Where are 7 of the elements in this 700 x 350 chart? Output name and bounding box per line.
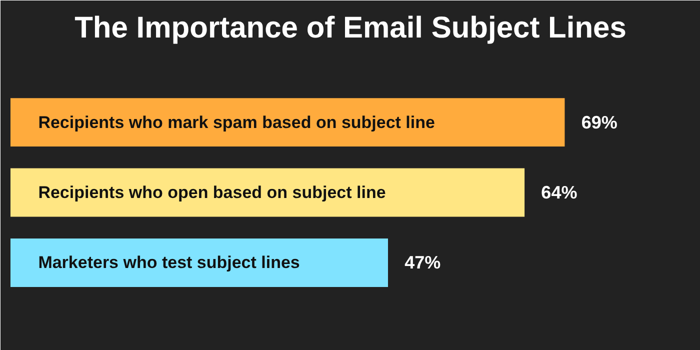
data-label: 47% <box>404 252 441 273</box>
y-tick-label: Recipients who mark spam based on subject line <box>38 112 435 132</box>
y-tick-label: Marketers who test subject lines <box>38 253 300 272</box>
data-label: 64% <box>541 182 578 203</box>
y-tick-label: Recipients who open based on subject line <box>38 183 386 202</box>
chart-title: The Importance of Email Subject Lines <box>74 12 626 44</box>
data-label: 69% <box>581 112 618 132</box>
